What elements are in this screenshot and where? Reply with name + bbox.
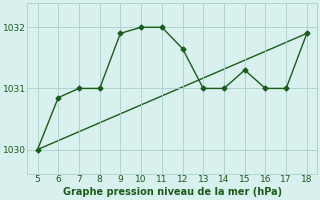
X-axis label: Graphe pression niveau de la mer (hPa): Graphe pression niveau de la mer (hPa) [63,187,282,197]
